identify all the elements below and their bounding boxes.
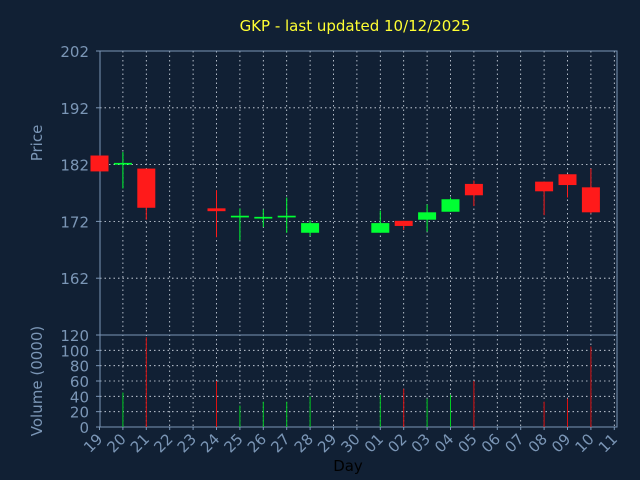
candle-body [230,215,249,218]
x-tick-label: 22 [150,430,176,456]
candle-body [558,174,577,186]
x-tick-label: 25 [220,430,246,456]
price-tick-label: 172 [60,213,89,231]
price-panel-frame [99,50,618,336]
candle-body [464,183,483,196]
candle-body [207,208,226,212]
candles-group [90,152,600,241]
x-tick-label: 30 [337,430,363,456]
price-tick-label: 162 [60,270,89,288]
candle [581,168,600,214]
x-tick-label: 27 [267,430,293,456]
volume-tick-label: 40 [70,388,89,406]
candle-body [371,223,390,233]
candle-body [535,181,554,192]
x-tick-label: 23 [174,430,200,456]
volume-tick-label: 120 [60,327,89,345]
candle-body [254,216,273,219]
x-tick-label: 28 [291,430,317,456]
candle [254,209,273,228]
price-tick-label: 202 [60,43,89,61]
x-tick-label: 05 [454,430,480,456]
candle [535,181,554,216]
candle [441,197,460,212]
x-tick-label: 02 [384,430,410,456]
x-tick-label: 06 [478,430,504,456]
candle-body [441,199,460,212]
candle [394,220,413,230]
volume-axis-title: Volume (0000) [28,326,46,436]
x-tick-label: 26 [244,430,270,456]
chart-title: GKP - last updated 10/12/2025 [240,17,471,35]
candle-body [394,220,413,226]
candle-body [581,187,600,213]
candle [207,190,226,238]
volume-tick-label: 20 [70,404,89,422]
volume-tick-label: 80 [70,358,89,376]
volume-bars-group [122,337,592,427]
grid-lines [100,51,617,427]
candle [90,155,109,172]
x-tick-label: 20 [103,430,129,456]
candle [301,220,320,237]
candle [371,210,390,233]
price-tick-label: 182 [60,157,89,175]
candle-body [90,155,109,172]
x-tick-label: 29 [314,430,340,456]
x-tick-label: 03 [408,430,434,456]
candle [137,168,156,220]
volume-tick-label: 60 [70,373,89,391]
x-tick-label: 04 [431,430,457,456]
volume-tick-label: 0 [79,419,89,437]
x-tick-label: 08 [525,430,551,456]
candle-body [301,223,320,233]
x-tick-label: 10 [571,430,597,456]
price-tick-label: 192 [60,100,89,118]
x-tick-label: 09 [548,430,574,456]
candle-body [277,215,296,218]
x-tick-label: 21 [127,430,153,456]
candle [277,197,296,233]
candle-body [137,168,156,208]
candle [464,180,483,207]
candle [418,204,437,232]
price-axis-title: Price [28,125,46,162]
candle [558,174,577,198]
candle [230,208,249,241]
candle-body [113,162,132,165]
x-axis-title: Day [333,457,363,475]
candle-body [418,212,437,220]
candle [113,152,132,189]
x-tick-label: 24 [197,430,223,456]
x-tick-label: 11 [595,430,621,456]
volume-tick-label: 100 [60,342,89,360]
x-tick-label: 07 [501,430,527,456]
x-tick-label: 01 [361,430,387,456]
